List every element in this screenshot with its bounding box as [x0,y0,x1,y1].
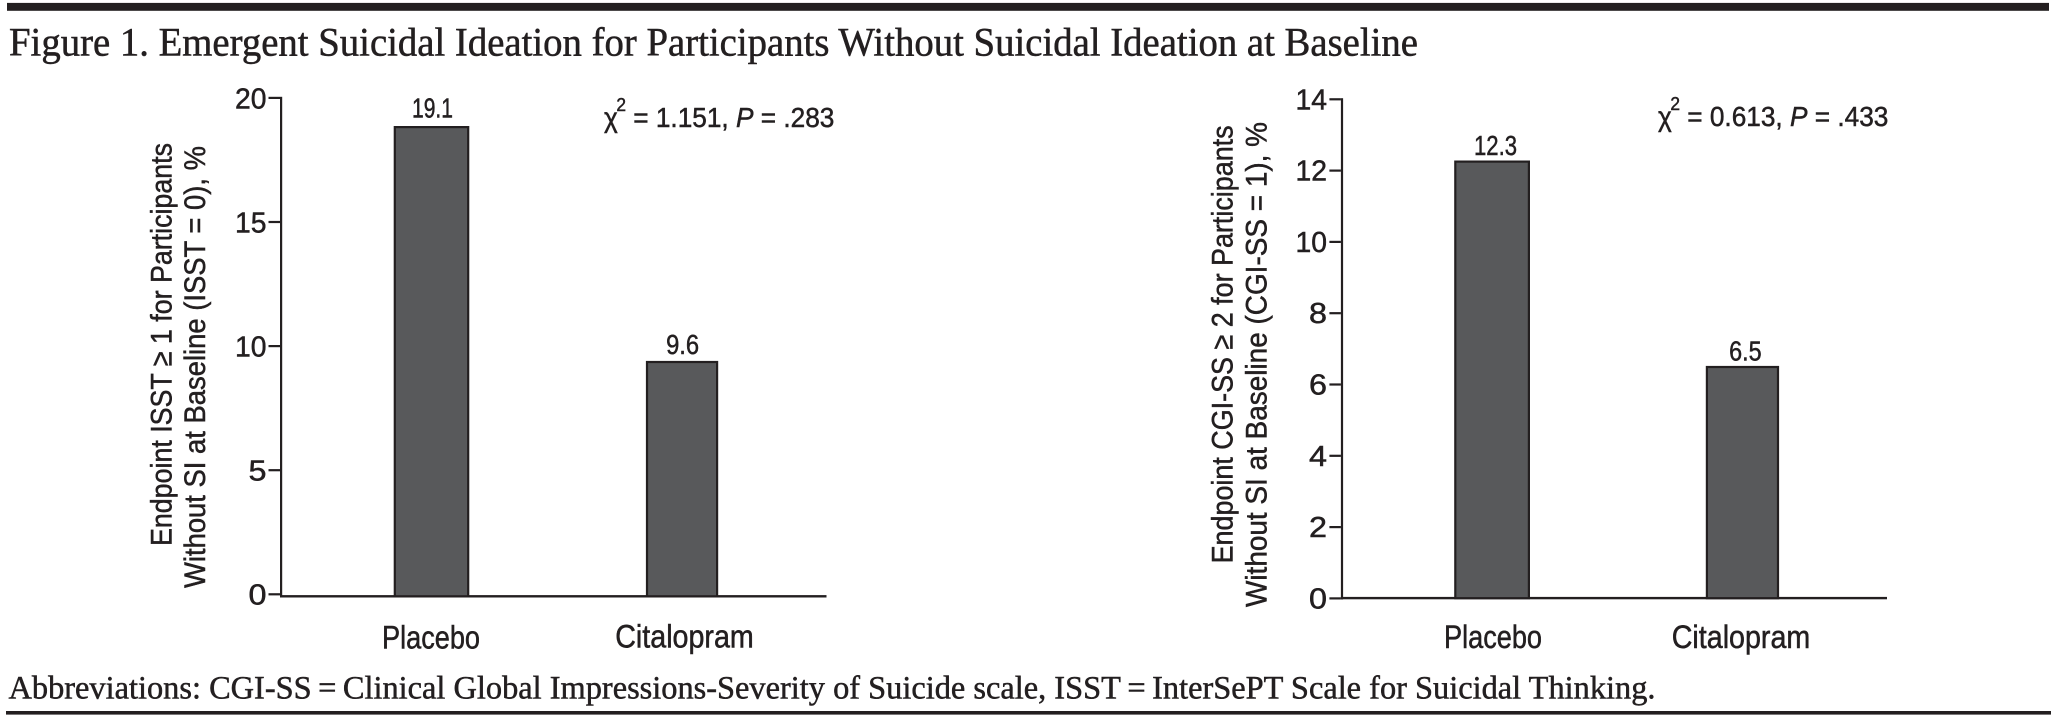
svg-text:Endpoint CGI-SS ≥ 2 for Partic: Endpoint CGI-SS ≥ 2 for Participants [1207,125,1240,563]
svg-text:12: 12 [1296,156,1328,188]
svg-text:Endpoint ISST ≥ 1 for Particip: Endpoint ISST ≥ 1 for Participants [146,143,179,546]
svg-text:Citalopram: Citalopram [1672,619,1811,655]
svg-text:19.1: 19.1 [412,93,453,124]
svg-text:8: 8 [1309,298,1327,330]
svg-text:0: 0 [1309,583,1327,615]
svg-text:20: 20 [235,83,267,115]
svg-text:9.6: 9.6 [666,329,699,360]
svg-text:4: 4 [1309,441,1327,473]
svg-text:2: 2 [1309,512,1327,544]
svg-text:χ2 = 0.613, P = .433: χ2 = 0.613, P = .433 [1658,93,1888,132]
svg-text:Abbreviations: CGI-SS = Clinic: Abbreviations: CGI-SS = Clinical Global … [9,671,1656,707]
svg-text:10: 10 [235,332,267,364]
svg-text:15: 15 [235,207,267,239]
svg-text:6.5: 6.5 [1729,335,1762,366]
svg-text:Without SI at Baseline (ISST =: Without SI at Baseline (ISST = 0), % [179,146,212,588]
svg-text:Without SI at Baseline (CGI-SS: Without SI at Baseline (CGI-SS = 1), % [1240,122,1273,607]
svg-text:5: 5 [249,456,267,488]
svg-text:Placebo: Placebo [382,619,480,655]
svg-text:6: 6 [1309,370,1327,402]
svg-text:14: 14 [1296,84,1328,116]
svg-text:Figure 1. Emergent Suicidal Id: Figure 1. Emergent Suicidal Ideation for… [9,20,1418,65]
svg-text:12.3: 12.3 [1474,130,1517,161]
svg-text:Placebo: Placebo [1444,619,1542,655]
svg-text:0: 0 [249,580,267,612]
svg-text:Citalopram: Citalopram [615,619,754,655]
svg-text:10: 10 [1296,227,1328,259]
svg-text:χ2 = 1.151, P = .283: χ2 = 1.151, P = .283 [604,94,834,133]
